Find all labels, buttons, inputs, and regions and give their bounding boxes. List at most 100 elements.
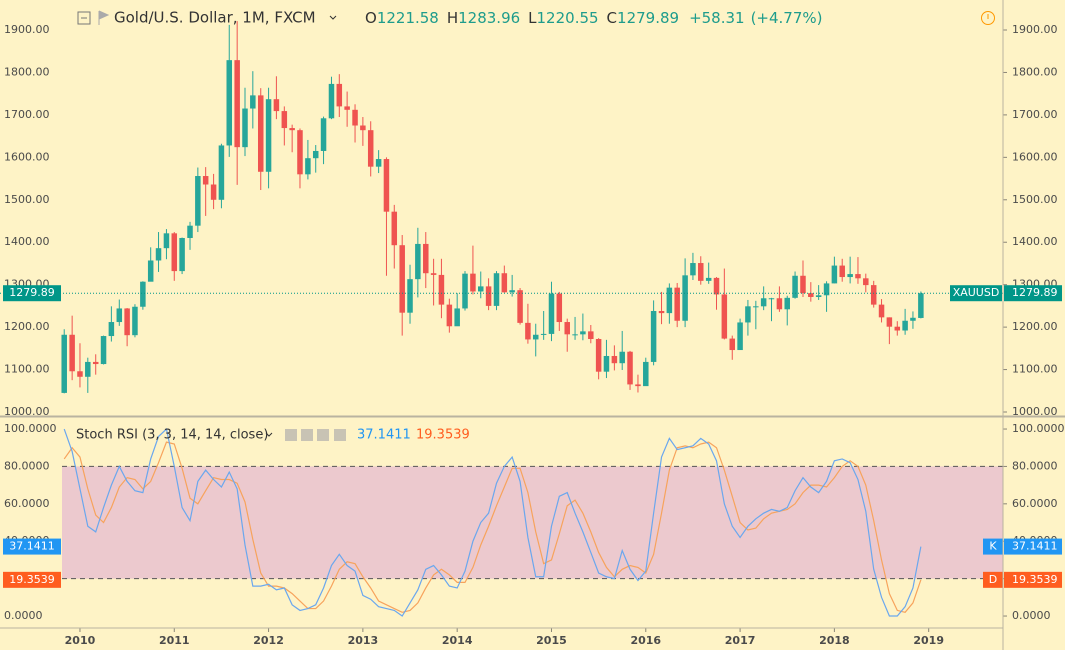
d-legend-value: 19.3539 — [416, 428, 470, 443]
candle-body — [910, 317, 916, 321]
y-tick-label: 1700.00 — [1012, 108, 1058, 121]
candle-body — [478, 286, 484, 292]
candle-body — [140, 281, 146, 307]
candle-body — [658, 310, 665, 314]
candle-body — [415, 243, 421, 280]
series-axis-label-box — [1004, 538, 1062, 555]
collapse-icon[interactable] — [77, 11, 91, 25]
candle-body — [367, 130, 374, 167]
y-tick-label: 60.0000 — [1012, 497, 1058, 510]
ohlc-label: C — [607, 9, 617, 27]
candle-body — [108, 322, 115, 337]
candle-body — [800, 275, 806, 294]
x-tick-label: 2018 — [819, 634, 850, 647]
more-button[interactable] — [317, 429, 329, 441]
y-tick-label: 1400.00 — [1012, 235, 1058, 248]
x-tick-label: 2019 — [913, 634, 944, 647]
candle-body — [430, 273, 437, 275]
candle-body — [210, 184, 217, 200]
candle-body — [753, 306, 759, 308]
symbol-title[interactable]: Gold/U.S. Dollar, 1M, FXCM — [114, 9, 316, 27]
candle-body — [532, 334, 539, 340]
candle-body — [171, 233, 178, 272]
candle-body — [776, 298, 783, 310]
eye-button[interactable] — [285, 429, 297, 441]
candle-body — [525, 322, 531, 340]
candle-body — [179, 237, 185, 272]
candle-body — [698, 263, 704, 281]
candle-body — [572, 334, 578, 336]
candle-body — [784, 297, 790, 310]
candle-body — [320, 118, 327, 151]
y-tick-label: 1500.00 — [4, 193, 50, 206]
candle-body — [344, 106, 350, 110]
legend-key-box — [983, 538, 1003, 555]
candle-body — [100, 336, 107, 365]
candle-body — [855, 274, 861, 279]
series-value-label-box — [3, 538, 61, 555]
last-price-axis-label: 1279.89 — [1012, 286, 1058, 299]
candle-body — [242, 108, 248, 148]
y-tick-label: 1000.00 — [1012, 405, 1058, 418]
candle-body — [847, 274, 853, 278]
symbol-label-box — [950, 285, 1002, 302]
series-line — [63, 441, 922, 613]
candle-body — [823, 283, 830, 296]
candle-body — [297, 130, 303, 175]
x-tick-label: 2015 — [536, 634, 567, 647]
last-price-label-box — [3, 285, 61, 302]
candle-body — [564, 322, 570, 335]
candle-body — [470, 273, 476, 292]
dropdown-icon[interactable] — [265, 432, 273, 437]
candle-body — [289, 128, 295, 131]
x-tick-label: 2016 — [630, 634, 661, 647]
last-price-axis-label-box — [1004, 285, 1062, 302]
symbol-label: XAUUSD — [953, 286, 1000, 299]
candle-body — [548, 293, 555, 334]
legend-name: D — [989, 573, 997, 586]
remove-button[interactable] — [334, 429, 346, 441]
y-tick-label: 60.0000 — [4, 497, 50, 510]
candle-body — [902, 320, 908, 331]
candle-body — [202, 176, 209, 185]
series-value-label: 19.3539 — [9, 573, 55, 586]
candle-body — [745, 306, 751, 323]
x-tick-label: 2012 — [253, 634, 284, 647]
candle-body — [588, 331, 594, 340]
candle-body — [501, 273, 508, 293]
candle-body — [399, 245, 405, 313]
change-percent: (+4.77%) — [751, 9, 823, 27]
candle-body — [721, 294, 728, 339]
y-tick-label: 1600.00 — [4, 150, 50, 163]
candle-body — [666, 287, 673, 314]
candle-body — [760, 298, 767, 307]
candle-body — [336, 83, 343, 107]
candle-body — [808, 293, 814, 297]
candle-body — [273, 99, 280, 112]
candle-body — [674, 287, 680, 321]
candle-body — [92, 361, 99, 365]
dropdown-icon[interactable] — [329, 15, 337, 20]
candle-body — [540, 333, 547, 335]
indicator-title[interactable]: Stoch RSI (3, 3, 14, 14, close) — [76, 428, 268, 443]
ohlc-label: L — [528, 9, 537, 27]
ohlc-value: 1220.55 — [537, 9, 599, 27]
candle-body — [643, 361, 649, 387]
candle-body — [839, 265, 845, 278]
candle-body — [407, 279, 413, 313]
candle-body — [894, 326, 901, 331]
x-tick-label: 2017 — [725, 634, 756, 647]
candle-body — [155, 248, 162, 261]
alert-icon[interactable] — [981, 11, 995, 25]
y-tick-label: 1200.00 — [4, 320, 50, 333]
k-legend-value: 37.1411 — [357, 428, 411, 443]
candle-body — [485, 286, 492, 306]
candle-body — [580, 331, 586, 335]
candle-body — [870, 285, 877, 305]
candle-body — [391, 211, 398, 246]
candle-body — [863, 278, 869, 286]
y-tick-label: 1600.00 — [1012, 150, 1058, 163]
y-tick-label: 1800.00 — [4, 65, 50, 78]
x-tick-label: 2013 — [348, 634, 379, 647]
settings-button[interactable] — [301, 429, 313, 441]
